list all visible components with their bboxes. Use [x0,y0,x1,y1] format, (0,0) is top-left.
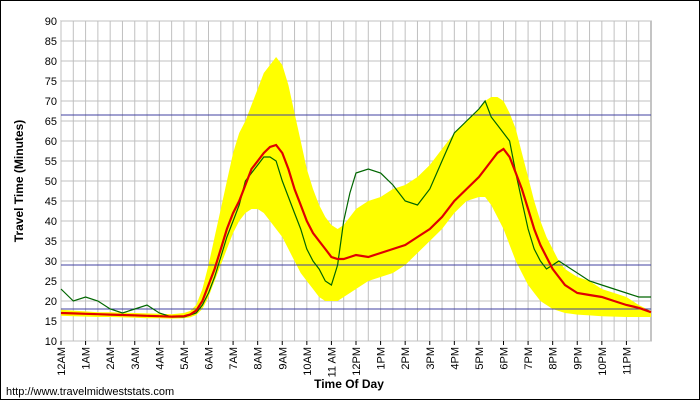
x-tick-label: 2AM [105,347,117,370]
x-tick-label: 11PM [621,347,633,375]
y-tick-label: 75 [45,76,57,88]
y-tick-label: 70 [45,96,57,108]
x-tick-label: 5AM [179,347,191,370]
x-tick-label: 1PM [376,347,388,370]
y-tick-label: 45 [45,196,57,208]
y-tick-label: 80 [45,56,57,68]
band-area [61,57,651,319]
y-tick-label: 40 [45,216,57,228]
y-tick-label: 10 [45,336,57,348]
range-band [61,57,651,319]
y-tick-label: 90 [45,16,57,28]
y-tick-label: 50 [45,176,57,188]
y-tick-label: 30 [45,256,57,268]
x-tick-label: 8PM [548,347,560,370]
y-axis-title: Travel Time (Minutes) [12,120,26,242]
x-tick-label: 10AM [302,347,314,376]
x-tick-label: 12AM [56,347,68,376]
y-tick-label: 65 [45,116,57,128]
x-axis-title: Time Of Day [314,377,384,391]
x-tick-label: 3PM [425,347,437,370]
x-tick-label: 10PM [597,347,609,376]
x-tick-label: 2PM [400,347,412,370]
y-tick-label: 15 [45,316,57,328]
x-tick-label: 6PM [499,347,511,370]
x-tick-label: 5PM [474,347,486,370]
series-lines [60,99,652,318]
x-tick-label: 11 AM [326,347,338,377]
source-url: http://www.travelmidweststats.com [6,386,174,398]
y-tick-label: 35 [45,236,57,248]
y-ticks: 10 15 20 25 30 35 40 45 50 55 60 65 70 75 80 85 90 [45,16,57,348]
series-line-today [60,99,651,318]
y-tick-label: 60 [45,136,57,148]
x-tick-label: 9AM [277,347,289,370]
x-tick-label: 3AM [130,347,142,370]
x-tick-label: 1AM [81,347,93,370]
x-tick-label: 7AM [228,347,240,370]
x-tick-label: 4AM [154,347,166,370]
y-tick-label: 55 [45,156,57,168]
x-tick-label: 7PM [523,347,535,370]
y-tick-label: 25 [45,276,57,288]
x-tick-label: 12PM [351,347,363,376]
y-tick-label: 20 [45,296,57,308]
x-ticks: 12AM 1AM 2AM 3AM 4AM 5AM 6AM 7AM 8AM 9AM 10AM 11 AM… [56,341,633,377]
x-tick-label: 6AM [204,347,216,370]
series-line-average [60,143,652,318]
x-tick-label: 9PM [572,347,584,370]
y-tick-label: 85 [45,36,57,48]
x-tick-label: 8AM [253,347,265,370]
x-tick-label: 4PM [449,347,461,370]
